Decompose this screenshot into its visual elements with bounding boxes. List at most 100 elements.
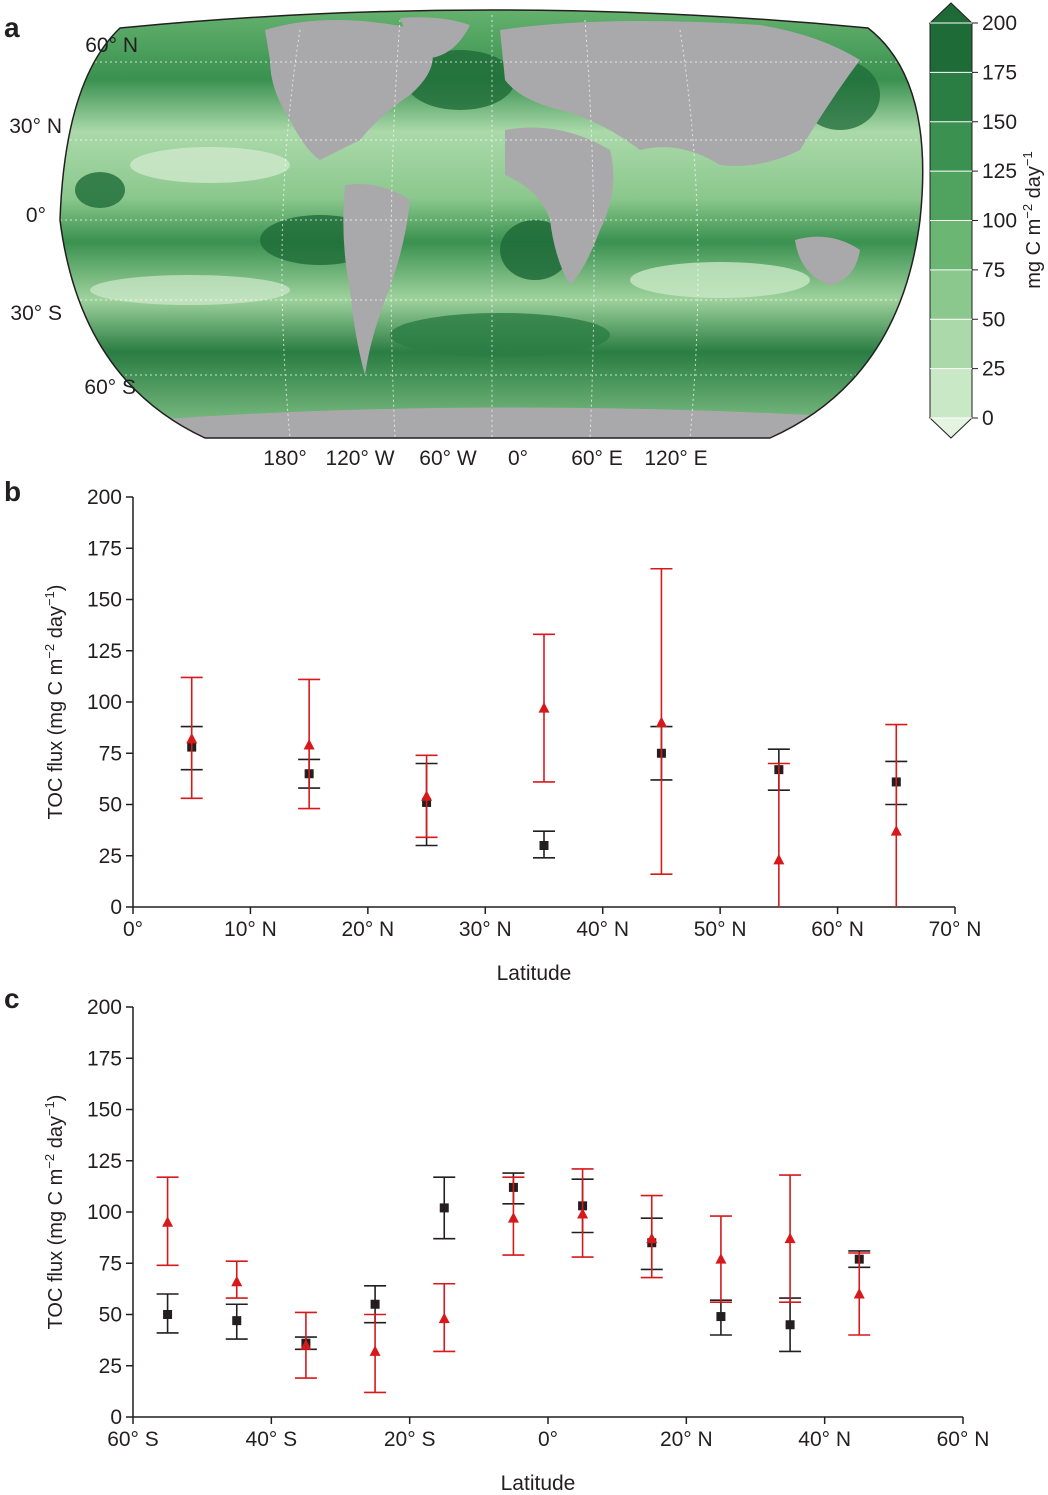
x-axis-title: Latitude (501, 1472, 576, 1495)
x-tick-label: 30° N (459, 918, 512, 941)
lat-label-30s: 30° S (10, 302, 62, 325)
x-tick-label: 40° S (246, 1428, 298, 1451)
y-tick-label: 200 (87, 486, 122, 509)
colorbar-tick-label: 25 (982, 358, 1005, 381)
colorbar-swatch (930, 121, 972, 172)
colorbar: 200 175 150 125 100 75 50 25 0 mg C m−2 day−1 (928, 2, 1045, 439)
x-tick-label: 40° N (576, 918, 629, 941)
data-point-triangle (231, 1275, 243, 1287)
indian-ocean-gyre (630, 262, 810, 298)
y-tick-label: 150 (87, 589, 122, 612)
data-point-triangle (507, 1212, 519, 1223)
x-tick-label: 0° (538, 1428, 558, 1451)
colorbar-tick-label: 150 (982, 111, 1017, 134)
map-outline (59, 9, 924, 439)
y-tick-label: 0 (110, 896, 122, 919)
y-tick-label: 125 (87, 640, 122, 663)
colorbar-swatch (930, 171, 972, 221)
colorbar-swatch (930, 319, 972, 370)
southern-ocean-band (390, 313, 610, 357)
data-point-triangle (300, 1339, 312, 1350)
colorbar-tick-label: 100 (982, 210, 1017, 233)
y-axis-title: TOC flux (mg C m−2 day−1) (42, 585, 67, 820)
lat-label-60n: 60° N (85, 34, 138, 57)
data-point-triangle (890, 825, 902, 836)
y-tick-label: 150 (87, 1099, 122, 1122)
y-tick-label: 100 (87, 691, 122, 714)
colorbar-swatch (930, 72, 972, 123)
colorbar-tick-label: 0 (982, 407, 994, 430)
colorbar-tick-label: 175 (982, 61, 1017, 84)
y-axis-title: TOC flux (mg C m−2 day−1) (42, 1095, 67, 1330)
y-tick-label: 125 (87, 1150, 122, 1173)
lon-label-60w: 60° W (419, 447, 477, 470)
lat-label-60s: 60° S (84, 376, 136, 399)
y-tick-label: 75 (99, 1252, 122, 1275)
x-tick-label: 20° S (384, 1428, 436, 1451)
lat-label-0: 0° (26, 204, 46, 227)
colorbar-label: mg C m−2 day−1 (1020, 151, 1045, 288)
chart-b: 0 25 50 75 100 125 150 175 200 0° 10° N 20° N 30° N 4… (42, 486, 981, 985)
x-tick-label: 10° N (224, 918, 277, 941)
y-tick-label: 100 (87, 1201, 122, 1224)
land-africa (505, 127, 614, 285)
x-tick-label: 20° N (660, 1428, 713, 1451)
x-tick-label: 40° N (798, 1428, 851, 1451)
colorbar-top-arrow (928, 2, 974, 24)
x-tick-label: 50° N (694, 918, 747, 941)
colorbar-swatch (930, 220, 972, 271)
panel-c-label: c (4, 983, 20, 1014)
colorbar-bottom-arrow (928, 417, 974, 439)
colorbar-tick-label: 125 (982, 160, 1017, 183)
lon-label-120w: 120° W (325, 447, 394, 470)
x-tick-label: 20° N (341, 918, 394, 941)
x-tick-label: 60° S (107, 1428, 159, 1451)
y-tick-label: 200 (87, 996, 122, 1019)
y-tick-label: 0 (110, 1406, 122, 1429)
y-tick-label: 50 (99, 794, 122, 817)
chart-c: 0 25 50 75 100 125 150 175 200 60° S 40° S 20° S 0° 2… (42, 996, 990, 1495)
subtropical-gyre-north (130, 147, 290, 183)
colorbar-tick-label: 200 (982, 12, 1017, 35)
subtropical-gyre-south (90, 275, 290, 305)
land-greenland (400, 17, 470, 58)
y-tick-label: 75 (99, 742, 122, 765)
data-point-triangle (773, 853, 785, 865)
data-point-triangle (655, 716, 667, 727)
data-point-triangle (646, 1232, 658, 1244)
data-point-triangle (784, 1232, 796, 1244)
colorbar-tick-label: 75 (982, 259, 1005, 282)
y-tick-label: 50 (99, 1304, 122, 1327)
data-point-triangle (303, 739, 315, 750)
data-point-triangle (538, 702, 550, 713)
data-point-triangle (186, 732, 198, 744)
colorbar-swatch (930, 368, 972, 419)
lon-label-180: 180° (263, 447, 306, 470)
x-tick-label: 0° (123, 918, 143, 941)
data-point-triangle (438, 1312, 450, 1324)
data-point-square (716, 1312, 726, 1322)
data-point-square (163, 1310, 173, 1319)
y-tick-label: 175 (87, 1047, 122, 1070)
colorbar-tick-label: 50 (982, 308, 1005, 331)
panel-a-label: a (4, 12, 20, 43)
colorbar-swatch (930, 23, 972, 73)
data-point-triangle (421, 790, 433, 801)
data-point-triangle (853, 1288, 865, 1299)
land-south-america (343, 184, 410, 375)
x-axis-title: Latitude (497, 962, 572, 985)
data-point-square (785, 1320, 795, 1330)
land-north-america (265, 20, 433, 160)
land-australia (795, 236, 860, 285)
y-tick-label: 175 (87, 537, 122, 560)
north-atlantic-bloom (405, 50, 515, 110)
y-tick-label: 25 (99, 845, 122, 868)
data-point-square (439, 1203, 449, 1213)
lon-label-120e: 120° E (644, 447, 707, 470)
land-eurasia (500, 21, 860, 166)
lat-label-30n: 30° N (9, 115, 62, 138)
x-tick-label: 60° N (937, 1428, 990, 1451)
lon-label-0: 0° (508, 447, 528, 470)
colorbar-swatch (930, 269, 972, 320)
x-tick-label: 60° N (811, 918, 864, 941)
